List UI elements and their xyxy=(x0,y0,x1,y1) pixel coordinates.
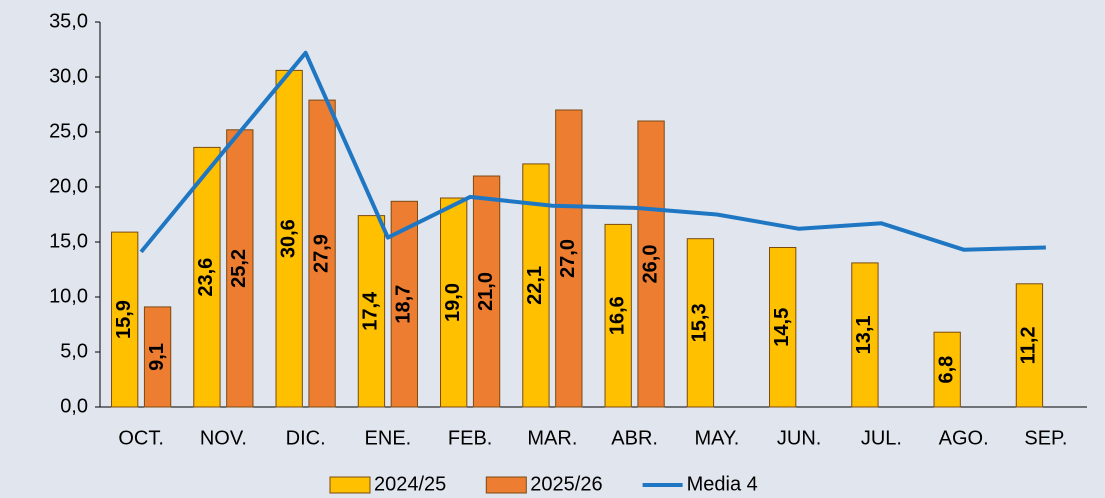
legend-label: Media 4 xyxy=(687,473,758,495)
data-label: 15,3 xyxy=(689,303,711,342)
x-tick-label: ENE. xyxy=(365,427,412,449)
line xyxy=(139,50,1046,254)
data-label: 14,5 xyxy=(771,308,793,347)
bar xyxy=(357,215,386,408)
y-tick-label: 0,0 xyxy=(60,395,88,417)
data-label: 30,6 xyxy=(277,219,299,258)
x-tick-label: MAY. xyxy=(694,427,739,449)
y-tick-label: 15,0 xyxy=(49,230,88,252)
legend-swatch xyxy=(485,476,527,494)
data-label: 9,1 xyxy=(146,343,168,371)
bar xyxy=(275,69,303,408)
data-label: 19,0 xyxy=(442,283,464,322)
x-tick-label: SEP. xyxy=(1024,427,1067,449)
data-label: 23,6 xyxy=(195,258,217,297)
bar xyxy=(472,175,501,408)
bar xyxy=(111,231,139,408)
bar xyxy=(769,247,797,408)
data-label: 16,6 xyxy=(606,296,628,335)
data-label: 18,7 xyxy=(393,285,415,324)
bar xyxy=(637,120,665,408)
bar xyxy=(440,197,468,408)
y-tick-label: 25,0 xyxy=(49,120,88,142)
x-tick-label: DIC. xyxy=(286,427,326,449)
bar xyxy=(604,223,632,408)
x-tick-label: ABR. xyxy=(611,427,658,449)
bar xyxy=(226,129,254,408)
legend-label: 2024/25 xyxy=(374,473,446,495)
legend-label: 2025/26 xyxy=(530,473,602,495)
x-tick-label: MAR. xyxy=(527,427,577,449)
y-tick-label: 5,0 xyxy=(60,340,88,362)
bar xyxy=(308,99,336,408)
bar xyxy=(851,262,879,408)
data-label: 26,0 xyxy=(639,245,661,284)
x-tick-label: JUL. xyxy=(861,427,902,449)
x-tick-label: NOV. xyxy=(200,427,247,449)
data-label: 15,9 xyxy=(113,300,135,339)
bar xyxy=(1015,283,1044,408)
bar xyxy=(686,238,715,408)
legend-swatch xyxy=(329,476,371,494)
y-tick-label: 35,0 xyxy=(49,10,88,32)
bar xyxy=(933,331,961,408)
y-tick-label: 10,0 xyxy=(49,285,88,307)
y-tick-label: 20,0 xyxy=(49,175,88,197)
data-label: 13,1 xyxy=(853,315,875,354)
data-label: 17,4 xyxy=(360,291,382,331)
data-label: 6,8 xyxy=(935,356,957,384)
data-label: 22,1 xyxy=(524,266,546,305)
y-tick-label: 30,0 xyxy=(49,65,88,87)
bar xyxy=(555,109,583,408)
bar xyxy=(143,306,172,408)
data-label: 11,2 xyxy=(1018,326,1040,364)
data-label: 21,0 xyxy=(475,272,497,311)
x-tick-label: JUN. xyxy=(777,427,821,449)
x-tick-label: AGO. xyxy=(939,427,989,449)
data-label: 27,0 xyxy=(557,239,579,278)
data-label: 27,9 xyxy=(310,234,332,273)
x-tick-label: FEB. xyxy=(448,427,492,449)
bar xyxy=(193,146,221,408)
x-tick-label: OCT. xyxy=(118,427,164,449)
data-label: 25,2 xyxy=(228,249,250,288)
